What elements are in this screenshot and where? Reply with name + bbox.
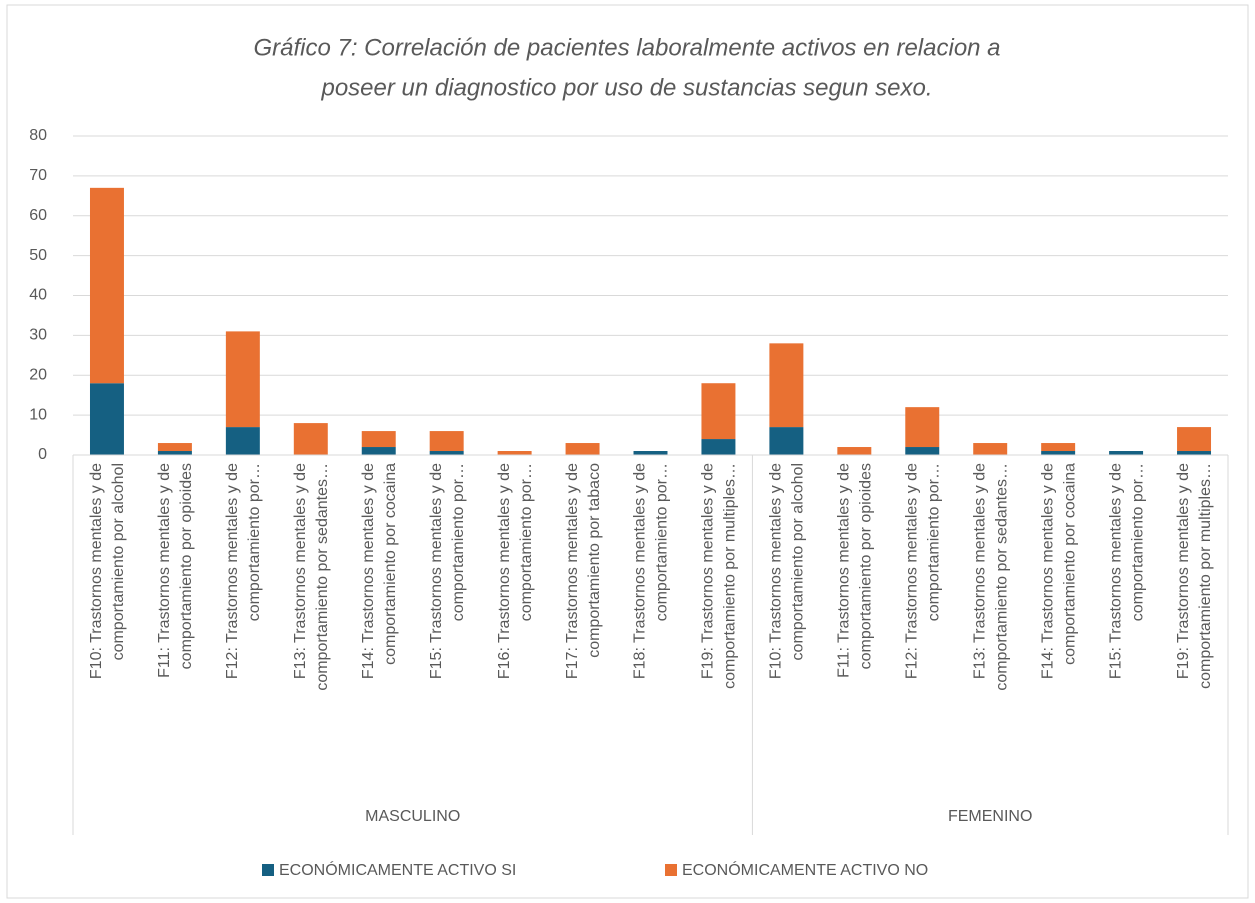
y-tick-label: 20 [29,366,47,383]
bar-segment [157,443,192,452]
x-tick-label: comportamiento por cocaina [1061,463,1078,665]
x-tick-label: F11: Trastornos mentales y de [156,463,173,678]
x-tick-label: comportamiento por cocaina [382,463,399,665]
x-tick-label: F12: Trastornos mentales y de [903,463,920,679]
bar-segment [361,447,396,455]
y-tick-label: 0 [38,446,47,463]
x-tick-label: comportamiento por multiples… [722,463,739,689]
bar-segment [89,187,124,384]
bar-segment [89,383,124,455]
bar-segment [293,423,328,455]
bar-segment [769,427,804,455]
x-tick-label: F16: Trastornos mentales y de [496,463,513,679]
x-tick-label: F19: Trastornos mentales y de [700,463,717,679]
x-tick-label: F18: Trastornos mentales y de [632,463,649,679]
bar-segment [905,407,940,448]
bar-segment [157,451,192,455]
y-tick-label: 40 [29,287,47,304]
y-tick-label: 70 [29,167,47,184]
x-tick-label: comportamiento por opioides [178,463,195,669]
y-tick-label: 80 [29,127,47,144]
x-tick-label: comportamiento por multiples… [1197,463,1214,689]
bar-segment [565,443,600,455]
y-tick-label: 60 [29,207,47,224]
bar-segment [225,427,260,455]
bar-segment [701,383,736,440]
group-label: MASCULINO [365,808,460,825]
bar-segment [837,447,872,455]
chart-title: poseer un diagnostico por uso de sustanc… [320,74,932,101]
x-tick-label: F11: Trastornos mentales y de [836,463,853,678]
x-tick-label: F10: Trastornos mentales y de [768,463,785,679]
x-tick-label: comportamiento por… [246,463,263,621]
x-tick-label: F15: Trastornos mentales y de [1107,463,1124,679]
x-tick-label: F19: Trastornos mentales y de [1175,463,1192,679]
x-tick-label: comportamiento por alcohol [110,463,127,660]
x-tick-label: comportamiento por… [654,463,671,621]
x-tick-label: comportamiento por sedantes… [993,463,1010,691]
y-tick-label: 10 [29,406,47,423]
x-tick-label: F10: Trastornos mentales y de [88,463,105,679]
bar-segment [361,431,396,448]
x-tick-label: F13: Trastornos mentales y de [292,463,309,679]
bar-segment [769,343,804,428]
legend-label: ECONÓMICAMENTE ACTIVO NO [682,860,928,879]
x-tick-label: comportamiento por opioides [858,463,875,669]
bar-segment [701,439,736,455]
bar-segment [429,431,464,452]
x-tick-label: F13: Trastornos mentales y de [971,463,988,679]
x-tick-label: F14: Trastornos mentales y de [1039,463,1056,679]
legend-swatch [262,864,274,876]
bar-segment [429,451,464,455]
bar-segment [1041,451,1076,455]
y-tick-label: 50 [29,247,47,264]
legend-swatch [665,864,677,876]
bar-segment [633,451,668,455]
x-tick-label: F14: Trastornos mentales y de [360,463,377,679]
bar-segment [905,447,940,455]
x-tick-label: comportamiento por sedantes… [314,463,331,691]
x-tick-label: F17: Trastornos mentales y de [564,463,581,679]
bar-segment [1041,443,1076,452]
chart-title: Gráfico 7: Correlación de pacientes labo… [253,34,1000,61]
x-tick-label: comportamiento por… [925,463,942,621]
bar-segment [1177,451,1212,455]
bar-segment [225,331,260,428]
bar-segment [497,451,532,455]
bar-segment [973,443,1008,455]
x-tick-label: comportamiento por tabaco [586,463,603,658]
x-tick-label: comportamiento por alcohol [790,463,807,660]
x-tick-label: comportamiento por… [518,463,535,621]
x-tick-label: F12: Trastornos mentales y de [224,463,241,679]
bar-segment [1109,451,1144,455]
group-label: FEMENINO [948,808,1032,825]
x-tick-label: comportamiento por… [1129,463,1146,621]
legend-label: ECONÓMICAMENTE ACTIVO SI [279,860,516,879]
y-tick-label: 30 [29,327,47,344]
bar-segment [1177,427,1212,452]
x-tick-label: comportamiento por… [450,463,467,621]
x-tick-label: F15: Trastornos mentales y de [428,463,445,679]
